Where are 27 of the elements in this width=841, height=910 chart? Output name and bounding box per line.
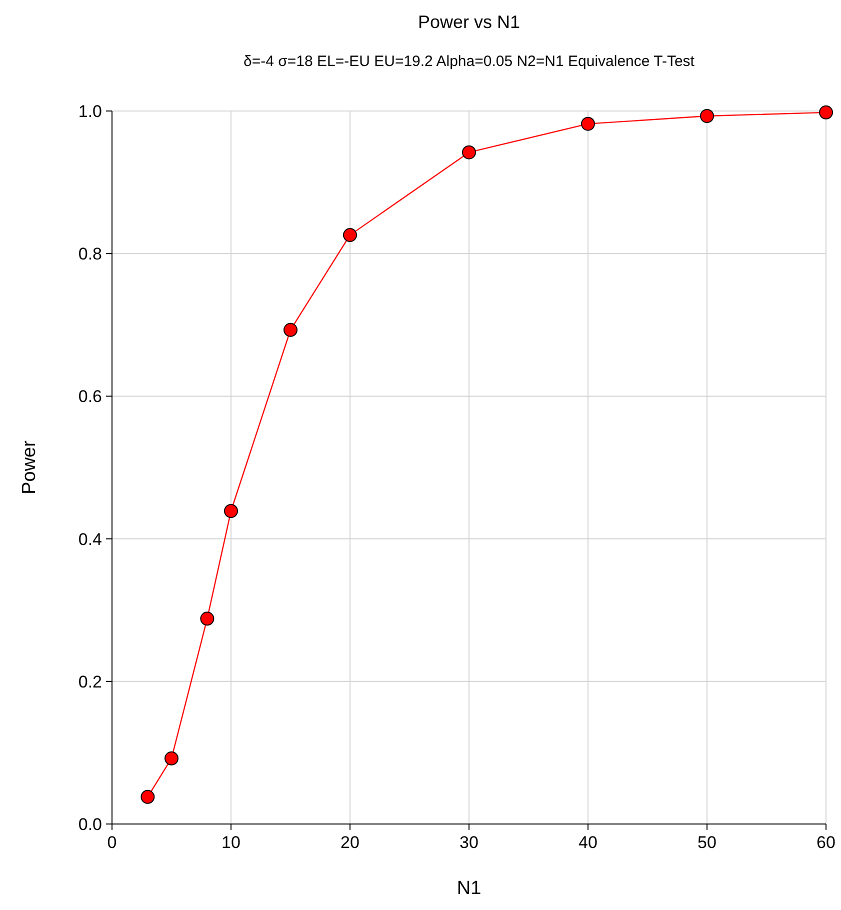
x-tick-label: 40 [578, 833, 598, 852]
point [140, 790, 155, 804]
x-tick-label: 60 [816, 833, 836, 852]
chart-subtitle: δ=-4 σ=18 EL=-EU EU=19.2 Alpha=0.05 N2=N1 Equivalence T-Test [244, 53, 696, 70]
x-tick-label: 10 [222, 833, 240, 852]
point [224, 504, 238, 518]
x-tick-label: 30 [460, 833, 478, 852]
point [581, 116, 595, 131]
point [462, 145, 476, 160]
y-axis-title: Power [19, 440, 40, 494]
point [200, 612, 214, 626]
point [284, 322, 298, 337]
x-tick-label: 0 [107, 833, 117, 852]
y-tick-label: 0.8 [78, 244, 102, 264]
y-tick-label: 1.0 [78, 102, 102, 121]
x-tick-label: 20 [340, 833, 360, 852]
y-tick-label: 0.4 [78, 530, 102, 549]
point [164, 751, 178, 766]
chart-title: Power vs N1 [418, 12, 520, 32]
y-tick-label: 0.2 [78, 672, 102, 692]
y-tick-label: 0.6 [78, 387, 102, 406]
x-axis-title: N1 [456, 878, 482, 899]
x-tick-label: 50 [698, 833, 716, 852]
y-tick-label: 0.0 [78, 815, 102, 834]
point [819, 105, 833, 120]
point [700, 108, 714, 123]
point [343, 228, 357, 242]
